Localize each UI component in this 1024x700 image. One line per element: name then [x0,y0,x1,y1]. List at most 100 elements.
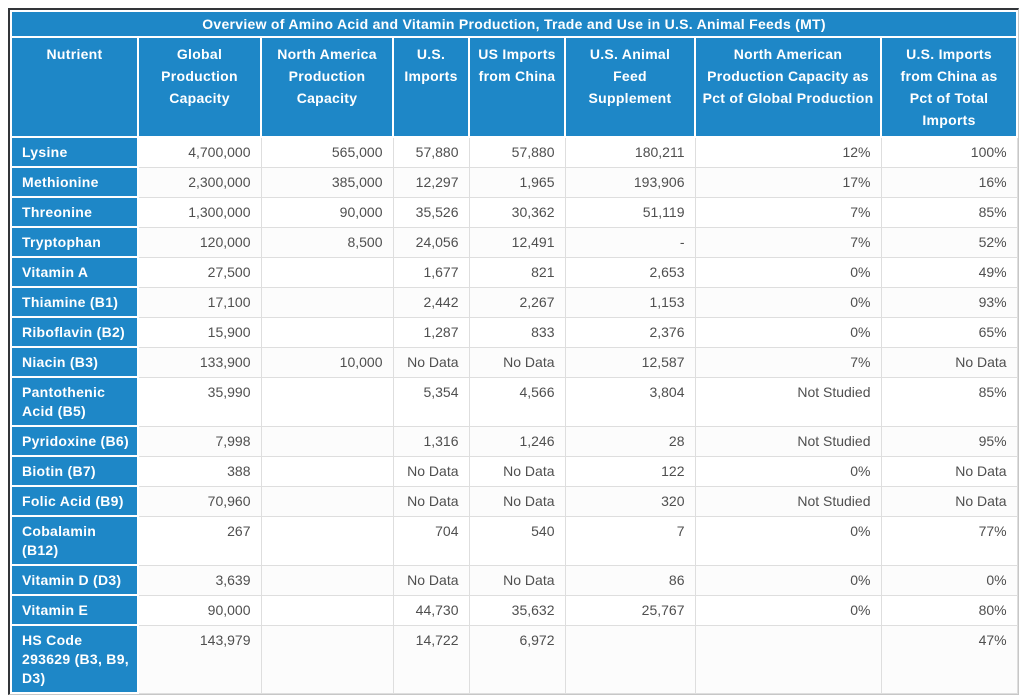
data-cell: 90,000 [260,196,394,228]
data-cell: 320 [564,485,696,517]
data-cell: 85% [880,196,1018,228]
data-cell: No Data [392,485,470,517]
data-cell: Not Studied [694,485,882,517]
table-frame: Overview of Amino Acid and Vitamin Produ… [8,8,1020,695]
data-cell: 0% [694,286,882,318]
table-row: Vitamin D (D3) 3,639 No Data No Data 86 0% 0% [10,564,1018,596]
data-cell: 2,376 [564,316,696,348]
data-cell: 193,906 [564,166,696,198]
nutrient-label: Lysine [10,136,139,168]
data-cell: 2,300,000 [137,166,262,198]
data-cell: 1,316 [392,425,470,457]
data-cell: 17,100 [137,286,262,318]
table-title: Overview of Amino Acid and Vitamin Produ… [9,10,1019,38]
data-cell: 35,526 [392,196,470,228]
data-cell: 0% [880,564,1018,596]
data-cell: 25,767 [564,594,696,626]
data-cell: No Data [468,485,566,517]
data-cell: 540 [468,515,566,566]
data-cell: 0% [694,316,882,348]
data-cell: 24,056 [392,226,470,258]
data-cell: No Data [392,346,470,378]
data-cell: 385,000 [260,166,394,198]
data-cell: 95% [880,425,1018,457]
data-cell: 821 [468,256,566,288]
data-cell [260,376,394,427]
data-cell [260,594,394,626]
nutrient-label: HS Code 293629 (B3, B9, D3) [10,624,139,694]
nutrient-label: Cobalamin (B12) [10,515,139,566]
data-cell: 27,500 [137,256,262,288]
data-cell: 85% [880,376,1018,427]
column-header: Nutrient [10,36,139,138]
data-cell: 49% [880,256,1018,288]
data-cell: 57,880 [392,136,470,168]
table-row: Folic Acid (B9) 70,960 No Data No Data 320 No… [10,485,1018,517]
table-head: Overview of Amino Acid and Vitamin Produ… [9,10,1019,138]
data-cell: 0% [694,256,882,288]
data-cell: 1,965 [468,166,566,198]
data-cell: 1,246 [468,425,566,457]
table-row: HS Code 293629 (B3, B9, D3) 143,979 14,722… [10,624,1018,694]
data-cell: 12,297 [392,166,470,198]
column-header: U.S. Animal Feed Supplement [564,36,696,138]
table-row: Niacin (B3) 133,900 10,000 No Data No Data 12… [10,346,1018,378]
data-cell: 0% [694,594,882,626]
nutrient-label: Pantothenic Acid (B5) [10,376,139,427]
nutrient-label: Riboflavin (B2) [10,316,139,348]
data-cell: 2,653 [564,256,696,288]
data-cell: 16% [880,166,1018,198]
data-cell: 100% [880,136,1018,168]
data-cell: Not Studied [694,376,882,427]
table-row: Vitamin E 90,000 44,730 35,632 25,767 0% 80% [10,594,1018,626]
nutrient-label: Biotin (B7) [10,455,139,487]
table-row: Methionine 2,300,000 385,000 12,297 1,965 193… [10,166,1018,198]
data-cell: 8,500 [260,226,394,258]
table-row: Tryptophan 120,000 8,500 24,056 12,491-7% 52% [10,226,1018,258]
data-cell: 70,960 [137,485,262,517]
column-header: Global Production Capacity [137,36,262,138]
data-cell: 7% [694,196,882,228]
data-cell [260,624,394,694]
data-cell: 12,587 [564,346,696,378]
data-cell: 3,804 [564,376,696,427]
data-cell: 0% [694,455,882,487]
data-cell: 704 [392,515,470,566]
data-cell: 90,000 [137,594,262,626]
data-cell [260,316,394,348]
column-header: U.S. Imports [392,36,470,138]
data-cell: 35,990 [137,376,262,427]
data-cell: 7 [564,515,696,566]
data-cell [260,256,394,288]
data-cell: 0% [694,564,882,596]
table-row: Biotin (B7) 388 No Data No Data 122 0% No Data [10,455,1018,487]
table-body: Lysine 4,700,000 565,000 57,880 57,880 180,21… [10,136,1018,694]
nutrient-label: Thiamine (B1) [10,286,139,318]
data-cell: 7,998 [137,425,262,457]
table-row: Thiamine (B1) 17,100 2,442 2,267 1,153 0% 93% [10,286,1018,318]
column-header: North American Production Capacity as Pc… [694,36,882,138]
table-row: Pyridoxine (B6) 7,998 1,316 1,246 28 Not Stud… [10,425,1018,457]
column-headers: Nutrient Global Production Capacity North … [10,36,1019,138]
data-cell: 15,900 [137,316,262,348]
data-cell [564,624,696,694]
data-cell: 7% [694,346,882,378]
data-cell: 120,000 [137,226,262,258]
nutrient-label: Threonine [10,196,139,228]
nutrient-label: Vitamin E [10,594,139,626]
nutrient-label: Methionine [10,166,139,198]
data-cell: No Data [880,455,1018,487]
data-cell: 57,880 [468,136,566,168]
data-cell: 52% [880,226,1018,258]
table-row: Riboflavin (B2) 15,900 1,287 833 2,376 0% 65% [10,316,1018,348]
table-row: Pantothenic Acid (B5) 35,990 5,354 4,566 3,8… [10,376,1018,427]
data-cell: 143,979 [137,624,262,694]
data-cell: 35,632 [468,594,566,626]
data-cell: 14,722 [392,624,470,694]
data-cell: 2,267 [468,286,566,318]
data-cell: - [564,226,696,258]
data-cell: 388 [137,455,262,487]
nutrient-label: Niacin (B3) [10,346,139,378]
data-cell: 833 [468,316,566,348]
data-cell: No Data [468,346,566,378]
